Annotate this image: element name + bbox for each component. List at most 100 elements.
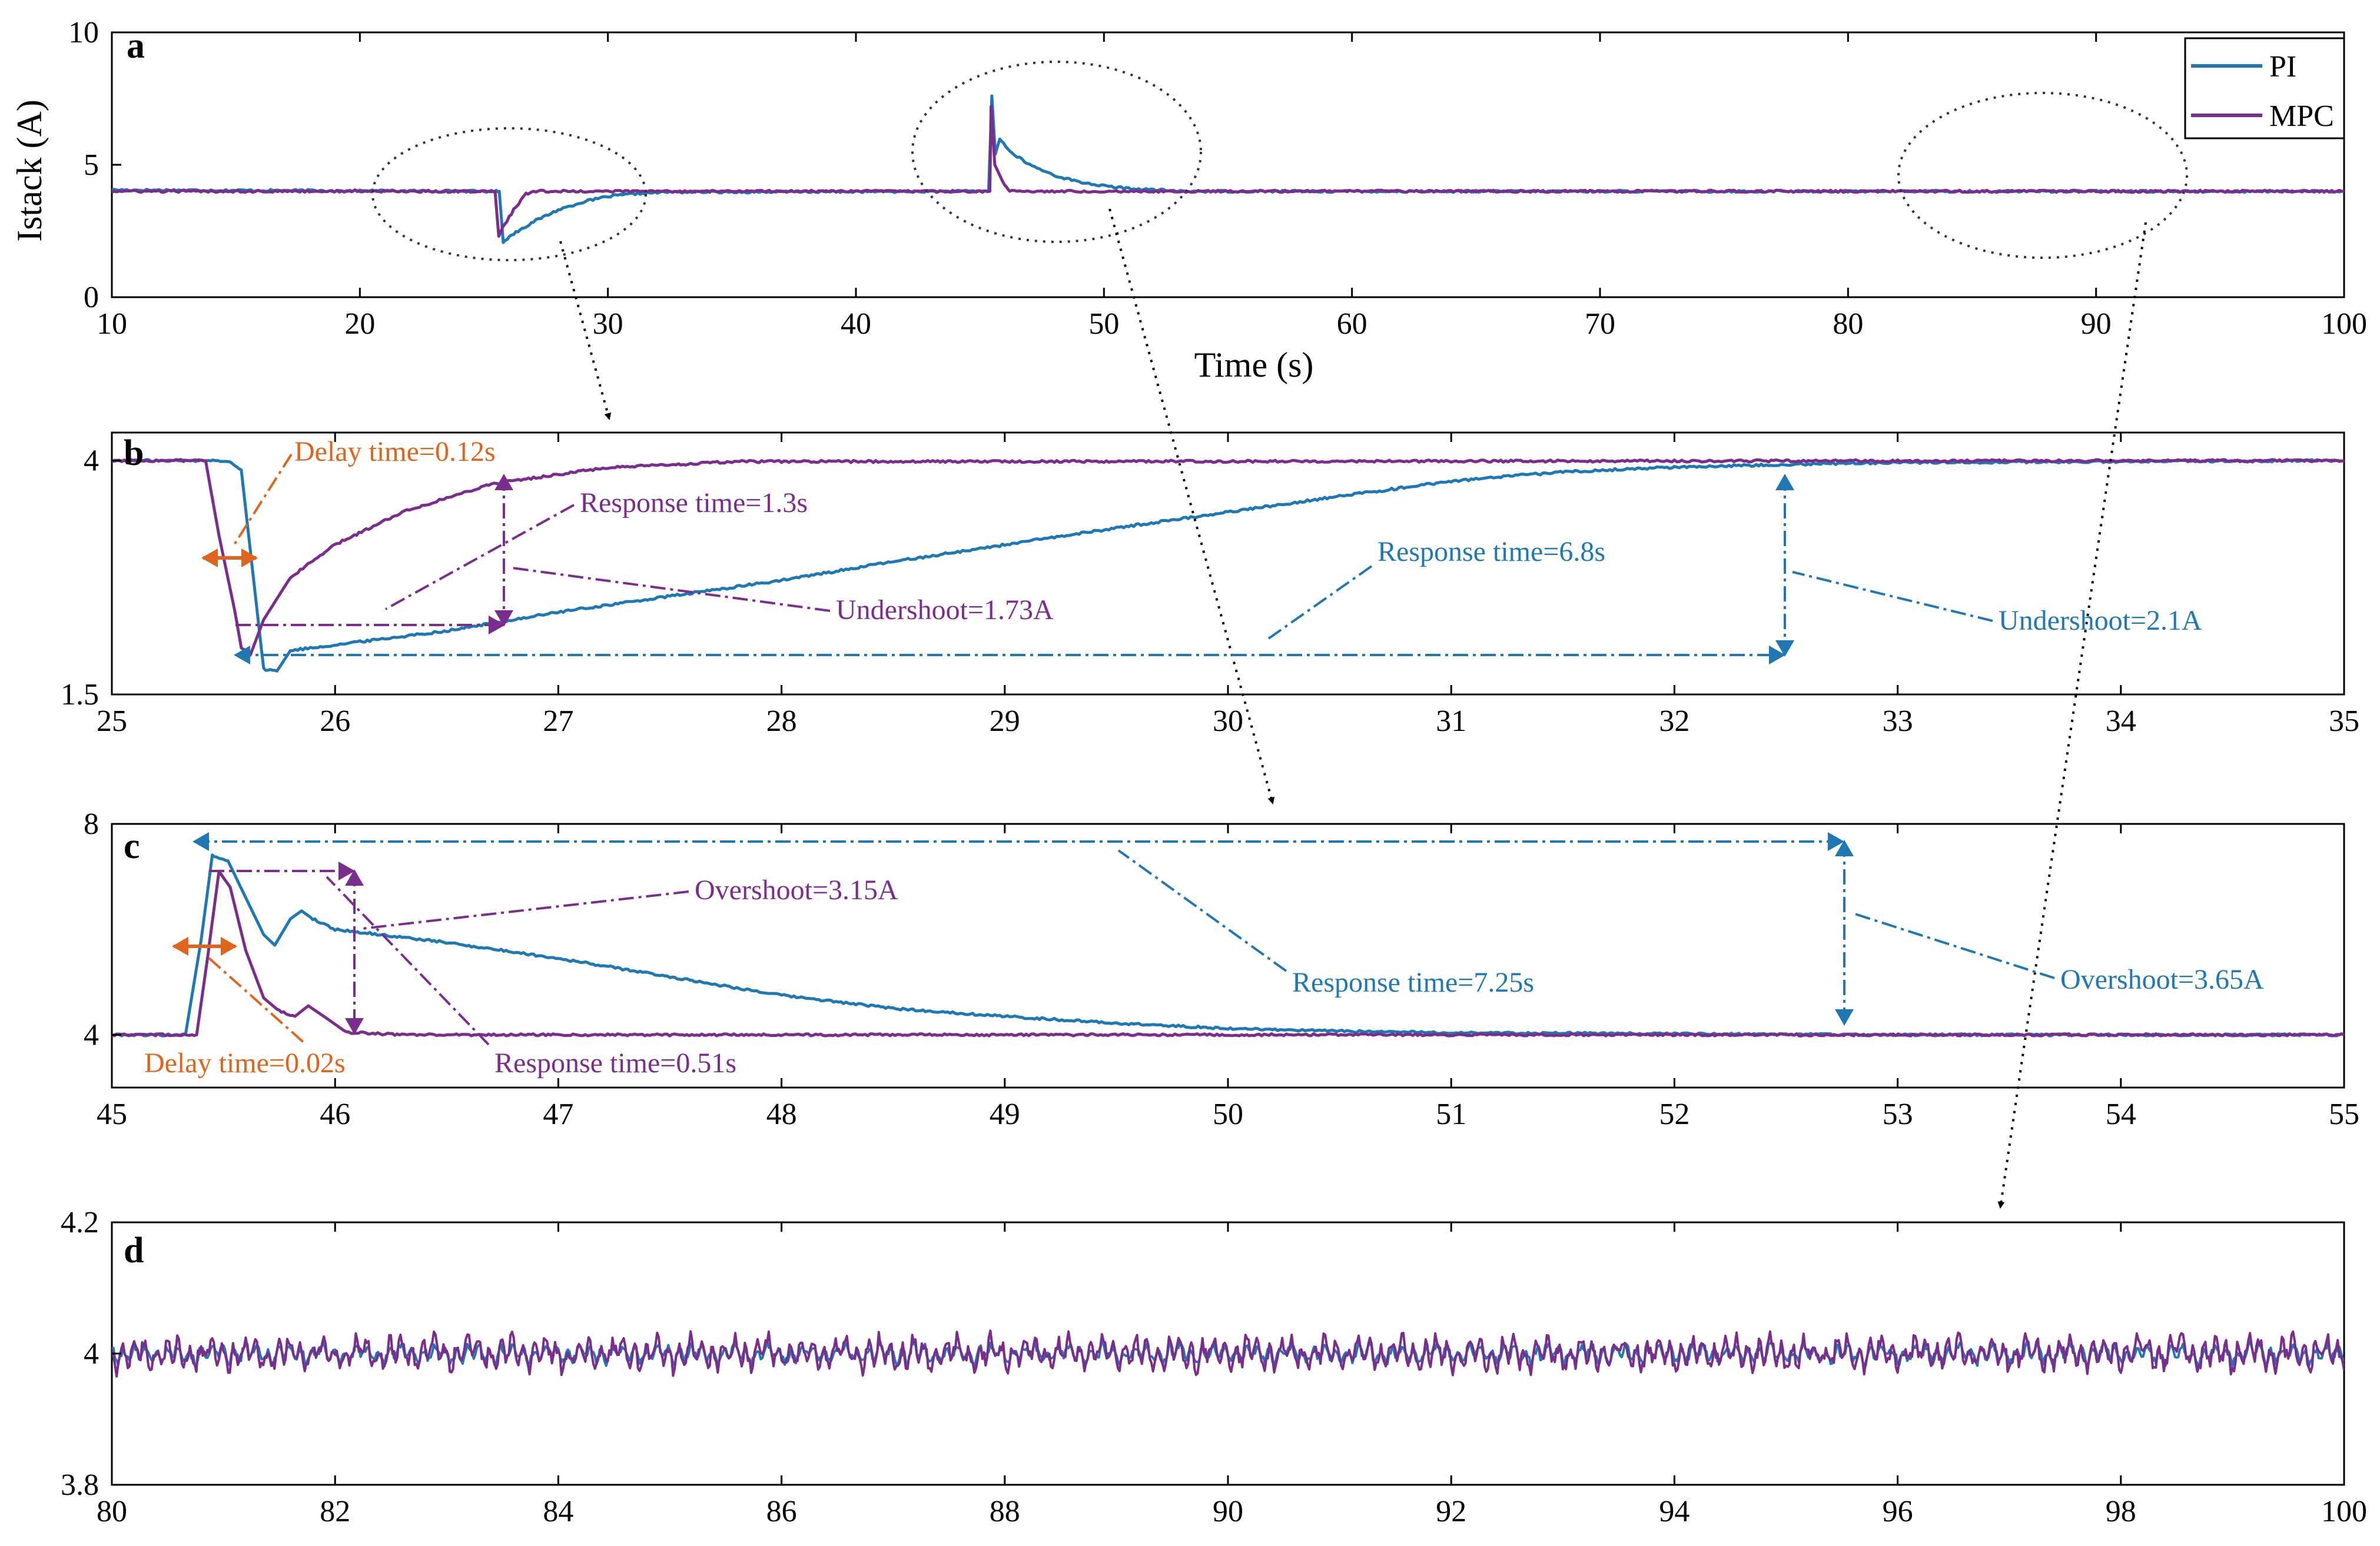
undershoot-b-pi-arrowhead-bottom [1775,640,1794,657]
annotation-overshoot-c-pi: Overshoot=3.65A [2060,964,2264,995]
x-tick-label-b: 34 [2106,704,2136,738]
response-time-c-pi-arrowhead-right [1828,832,1844,851]
y-tick-label-a: 0 [84,281,99,314]
x-tick-label-b: 25 [97,704,127,738]
series-mpc-line-d [112,1329,2344,1378]
x-tick-label-a: 40 [841,307,871,341]
annotation-undershoot-b-mpc: Undershoot=1.73A [836,594,1054,626]
annotation-delay-time-c: Delay time=0.02s [144,1048,346,1079]
annotation-response-time-c-mpc: Response time=0.51s [494,1048,736,1079]
x-tick-label-a: 10 [97,307,127,341]
overshoot-c-pi-arrowhead-bottom [1835,1009,1854,1026]
x-tick-label-d: 92 [1436,1495,1466,1528]
response-time-b-mpc-arrowhead [489,616,505,634]
x-tick-label-d: 96 [1883,1495,1913,1528]
x-tick-label-c: 54 [2106,1098,2136,1131]
overshoot-c-pi-arrowhead-top [1835,840,1854,856]
x-tick-label-a: 100 [2321,307,2367,341]
y-tick-label-c: 4 [84,1018,99,1052]
response-time-c-pi-arrowhead-left [192,832,209,851]
panel-label-a: a [127,26,145,66]
overshoot-c-mpc-arrowhead-top [345,869,364,886]
annotation-undershoot-b-pi: Undershoot=2.1A [1999,605,2202,636]
x-tick-label-b: 26 [320,704,350,738]
legend-mpc-label: MPC [2269,99,2334,133]
x-tick-label-b: 28 [766,704,797,738]
series-mpc-line-c [112,870,2344,1038]
panel-d: 80 82 84 86 88 90 92 94 96 98 100 3.8 4 4.2 [61,1206,2367,1528]
response-time-c-mpc-arrowhead [338,862,355,880]
panel-label-c: c [124,826,140,866]
response-time-b-pi-arrowhead-right [1769,646,1785,664]
delay-time-b-leader [231,453,293,548]
response-time-c-pi-leader [1117,849,1287,972]
x-tick-label-b: 31 [1436,704,1466,738]
annotation-response-time-b-mpc: Response time=1.3s [580,487,808,518]
x-tick-label-a: 90 [2081,307,2112,341]
x-tick-label-a: 80 [1833,307,1863,341]
x-tick-label-d: 98 [2106,1495,2136,1528]
legend: PI MPC [2184,37,2345,139]
x-tick-label-d: 88 [990,1495,1020,1528]
series-mpc-line-b [112,458,2344,657]
x-tick-label-b: 27 [543,704,573,738]
x-tick-label-d: 86 [766,1495,797,1528]
zoom-ellipse-overshoot [911,61,1202,243]
overshoot-c-mpc-arrowhead-bottom [345,1018,364,1035]
x-tick-label-a: 30 [593,307,623,341]
x-tick-label-a: 50 [1088,307,1119,341]
zoom-ellipse-undershoot [371,127,647,261]
x-axis-label: Time (s) [1194,345,1314,384]
delay-time-c-leader [208,957,307,1046]
zoom-indicators [371,61,2188,1209]
plot-area-c [111,823,2345,1089]
delay-time-b-arrowhead-right [241,548,258,567]
y-axis-label: Istack (A) [10,99,49,242]
zoom-connector-d [1997,222,2147,1209]
legend-pi-label: PI [2269,50,2296,84]
y-tick-label-d: 4 [84,1337,99,1371]
y-tick-label-d: 3.8 [61,1468,99,1502]
undershoot-b-mpc-arrowhead-top [494,474,513,490]
x-tick-label-b: 32 [1659,704,1689,738]
x-tick-label-c: 52 [1659,1098,1689,1131]
x-tick-label-c: 48 [766,1098,797,1131]
undershoot-b-pi-arrowhead-top [1775,474,1794,490]
y-tick-label-b: 4 [84,444,99,478]
x-tick-label-b: 30 [1213,704,1243,738]
x-tick-label-d: 84 [543,1495,573,1528]
annotation-response-time-c-pi: Response time=7.25s [1292,967,1534,998]
undershoot-b-pi-leader [1792,571,1993,622]
series-mpc-line-a [112,105,2344,238]
x-tick-label-c: 50 [1213,1098,1243,1131]
annotation-response-time-b-pi: Response time=6.8s [1377,536,1605,567]
zoom-ellipse-steady [1897,92,2188,259]
x-tick-label-a: 70 [1585,307,1615,341]
x-tick-label-b: 35 [2329,704,2359,738]
x-tick-label-b: 33 [1883,704,1913,738]
x-tick-label-d: 90 [1213,1495,1243,1528]
panel-b: 25 26 27 28 29 30 31 32 33 34 35 1.5 4 [61,431,2359,738]
panel-label-d: d [124,1231,144,1271]
x-tick-label-c: 51 [1436,1098,1466,1131]
legend-box [2184,37,2345,139]
undershoot-b-mpc-arrowhead-bottom [494,610,513,627]
annotation-overshoot-c-mpc: Overshoot=3.15A [695,875,898,906]
x-tick-label-d: 100 [2321,1495,2367,1528]
y-tick-label-a: 10 [68,16,99,49]
response-time-b-pi-leader [1267,565,1373,640]
x-tick-label-c: 55 [2329,1098,2359,1131]
zoom-connector-b [559,241,612,420]
x-tick-label-c: 45 [97,1098,127,1131]
x-tick-label-c: 53 [1883,1098,1913,1131]
annotation-delay-time-b: Delay time=0.12s [294,436,496,467]
x-tick-label-d: 80 [97,1495,127,1528]
overshoot-c-pi-leader [1853,912,2055,979]
plot-area-a [111,31,2345,298]
response-time-c-mpc-leader [326,876,490,1046]
panel-label-b: b [124,433,144,473]
panel-c-annotations: Delay time=0.02s Overshoot=3.15A Respons… [144,832,2264,1079]
y-tick-label-a: 5 [84,148,99,182]
